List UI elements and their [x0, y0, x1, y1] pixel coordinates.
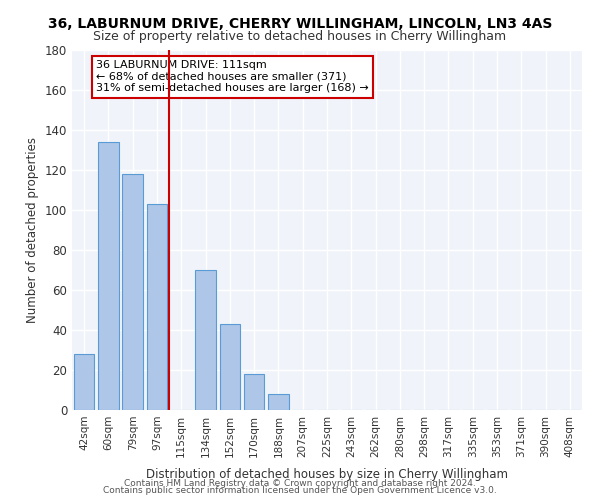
X-axis label: Distribution of detached houses by size in Cherry Willingham: Distribution of detached houses by size … — [146, 468, 508, 481]
Bar — [195, 270, 216, 410]
Bar — [220, 324, 240, 410]
Bar — [244, 374, 265, 410]
Bar — [268, 394, 289, 410]
Bar — [74, 354, 94, 410]
Text: Contains HM Land Registry data © Crown copyright and database right 2024.: Contains HM Land Registry data © Crown c… — [124, 478, 476, 488]
Bar — [98, 142, 119, 410]
Text: Contains public sector information licensed under the Open Government Licence v3: Contains public sector information licen… — [103, 486, 497, 495]
Text: 36, LABURNUM DRIVE, CHERRY WILLINGHAM, LINCOLN, LN3 4AS: 36, LABURNUM DRIVE, CHERRY WILLINGHAM, L… — [48, 18, 552, 32]
Bar — [146, 204, 167, 410]
Text: 36 LABURNUM DRIVE: 111sqm
← 68% of detached houses are smaller (371)
31% of semi: 36 LABURNUM DRIVE: 111sqm ← 68% of detac… — [96, 60, 369, 93]
Bar — [122, 174, 143, 410]
Text: Size of property relative to detached houses in Cherry Willingham: Size of property relative to detached ho… — [94, 30, 506, 43]
Y-axis label: Number of detached properties: Number of detached properties — [26, 137, 39, 323]
